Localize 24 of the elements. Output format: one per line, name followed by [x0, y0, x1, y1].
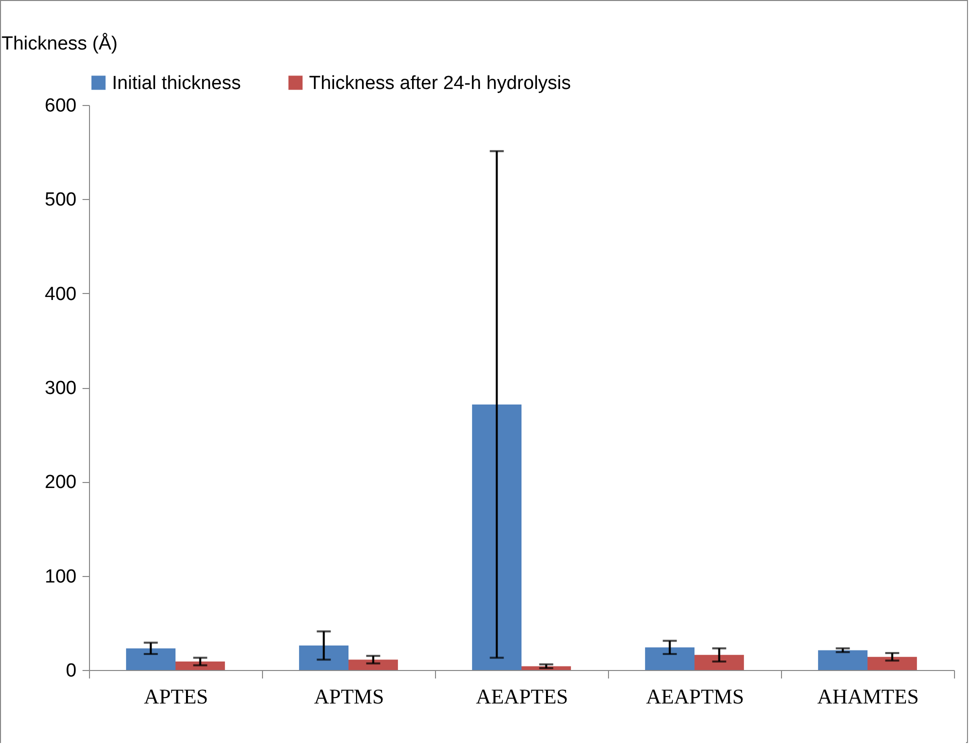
x-tick-label: APTES [144, 684, 208, 708]
legend-label: Thickness after 24-h hydrolysis [309, 72, 571, 94]
y-tick-label: 500 [44, 190, 76, 211]
y-axis-title: Thickness (Å) [2, 32, 118, 54]
x-tick-label: APTMS [314, 684, 384, 708]
y-tick-label: 600 [44, 96, 76, 116]
x-tick-label: AEAPTMS [646, 684, 744, 708]
x-tick-label: AHAMTES [817, 684, 919, 708]
bar [176, 662, 225, 670]
bar [694, 654, 744, 670]
bar [348, 660, 398, 670]
y-tick-label: 200 [44, 472, 76, 494]
y-tick-label: 400 [44, 284, 76, 305]
y-tick-label: 0 [66, 660, 76, 682]
y-tick-label: 100 [44, 566, 76, 588]
x-tick-label: AEAPTES [476, 684, 568, 708]
bar [818, 650, 868, 670]
bar [126, 648, 176, 670]
bar [299, 646, 348, 670]
bar [472, 404, 522, 670]
bar [645, 647, 694, 670]
bar [868, 656, 917, 670]
legend-label: Initial thickness [112, 72, 241, 94]
y-tick-label: 300 [44, 378, 76, 399]
